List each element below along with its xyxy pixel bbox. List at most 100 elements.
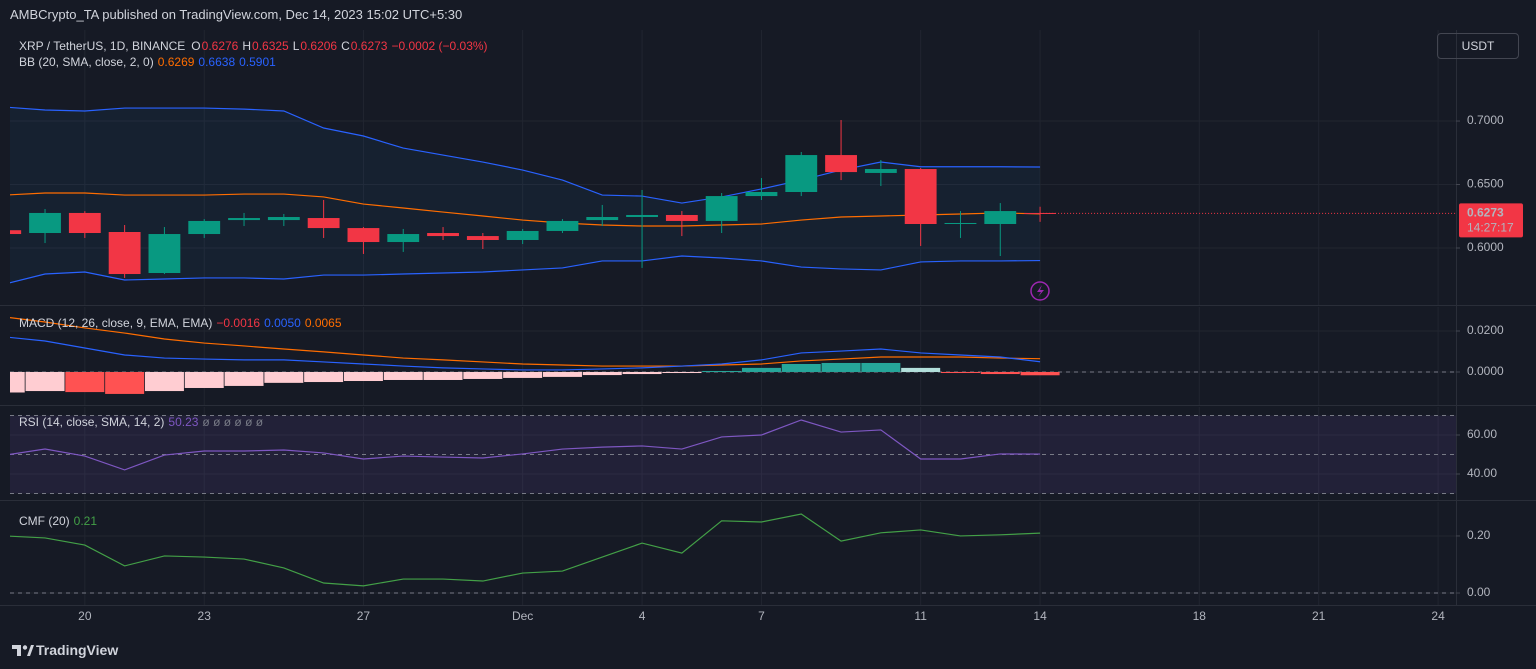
cmf-legend: CMF (20) 0.21 (19, 513, 97, 529)
candle-body (864, 169, 897, 173)
histogram-bar (940, 371, 980, 374)
candle-body (10, 230, 22, 235)
candle-body (347, 228, 380, 243)
currency-button[interactable]: USDT (1437, 33, 1519, 59)
histogram-bar (702, 370, 742, 372)
axes: 0.60000.65000.70000.627314:27:170.00000.… (0, 30, 1536, 623)
indicator-title: CMF (20) (19, 514, 70, 528)
histogram-bar (105, 371, 145, 394)
candle-body (387, 234, 420, 243)
candle-body (228, 218, 260, 221)
candle-body (785, 155, 818, 193)
brand: TradingView (36, 642, 119, 658)
candle-body (307, 218, 340, 229)
indicator-value: 0.5901 (239, 55, 276, 69)
x-tick-label: Dec (512, 609, 533, 623)
indicator-line (10, 513, 1041, 587)
logo-shape (27, 645, 34, 656)
indicator-value: 0.21 (73, 514, 98, 528)
logo-dot (22, 645, 28, 650)
candle-body (944, 222, 977, 224)
publisher-line: AMBCrypto_TA published on TradingView.co… (10, 7, 463, 22)
indicator-value: 0.0065 (304, 316, 342, 330)
histogram-bar (980, 371, 1020, 375)
histogram-bar (662, 371, 702, 374)
candle-body (148, 234, 181, 274)
x-tick-label: 7 (758, 609, 765, 623)
histogram-bar (622, 371, 662, 375)
indicator-title: BB (20, SMA, close, 2, 0) (19, 55, 154, 69)
indicator-line (10, 419, 1041, 471)
histogram-bar (901, 367, 941, 372)
alert-icon-bolt (1037, 285, 1044, 297)
alert-icon[interactable] (1030, 281, 1050, 301)
band-fill (10, 107, 1041, 283)
candle-body (665, 214, 698, 221)
x-tick-label: 20 (78, 609, 92, 623)
y-tick-label: 0.7000 (1467, 113, 1504, 127)
histogram-bar (383, 371, 423, 380)
y-tick-label: 0.0000 (1467, 364, 1504, 378)
logo (12, 645, 34, 656)
y-tick-label: 0.6500 (1467, 177, 1504, 191)
histogram-bar (503, 371, 543, 378)
histogram-bar (144, 371, 184, 392)
x-tick-label: 14 (1033, 609, 1047, 623)
indicator-value: 0.6269 (157, 55, 195, 69)
rsi-legend: RSI (14, close, SMA, 14, 2) 50.23 ø ø ø … (19, 414, 263, 430)
indicator-value: 0.6638 (198, 55, 236, 69)
histogram-bar (741, 367, 781, 372)
countdown-label: 14:27:17 (1467, 221, 1514, 235)
histogram-bar (184, 371, 224, 388)
candle-body (586, 217, 619, 221)
y-tick-label: 0.00 (1467, 585, 1491, 599)
candle-body (546, 220, 579, 231)
histogram-bar (781, 363, 821, 372)
grid (10, 30, 1456, 605)
x-tick-label: 24 (1431, 609, 1445, 623)
bb-lower (10, 255, 1041, 284)
price-legend: XRP / TetherUS, 1D, BINANCE O 0.6276 H 0… (19, 38, 488, 54)
symbol-title: XRP / TetherUS, 1D, BINANCE (19, 39, 186, 53)
ohlc-label: L (292, 39, 300, 53)
indicator-title: MACD (12, 26, close, 9, EMA, EMA) (19, 316, 213, 330)
candle-body (904, 169, 937, 224)
x-tick-label: 4 (639, 609, 646, 623)
signal-line (10, 317, 1041, 367)
candle-body (427, 233, 459, 237)
ohlc-label: O (191, 39, 201, 53)
ohlc-label: C (341, 39, 350, 53)
histogram-bar (25, 371, 65, 392)
indicator-value: 0.0050 (264, 316, 301, 330)
x-tick-label: 21 (1312, 609, 1326, 623)
y-tick-label: 60.00 (1467, 427, 1497, 441)
logo-shape (12, 645, 21, 656)
candle-body (825, 155, 857, 173)
ohlc-label: H (242, 39, 252, 53)
y-tick-label: 0.6000 (1467, 240, 1504, 254)
last-price-box (1459, 203, 1523, 238)
indicator-title: RSI (14, close, SMA, 14, 2) (19, 415, 165, 429)
histogram-bar (264, 371, 304, 383)
histogram-bar (542, 371, 582, 377)
histogram-bar (861, 362, 901, 372)
x-tick-label: 27 (357, 609, 371, 623)
candle-body (108, 231, 141, 275)
histogram-bar (463, 371, 503, 379)
candle-body (267, 217, 300, 221)
ohlc-value: 0.6273 (350, 39, 388, 53)
plot-area (10, 106, 1456, 594)
ohlc-value: 0.6206 (300, 39, 338, 53)
histogram-bar (224, 371, 264, 386)
last-price-label: 0.6273 (1467, 206, 1504, 220)
candle-body (466, 236, 499, 240)
histogram-bar (10, 371, 25, 393)
x-tick-label: 11 (914, 609, 927, 623)
y-tick-label: 40.00 (1467, 466, 1497, 480)
histogram-bar (343, 371, 383, 382)
histogram-bar (821, 362, 861, 372)
histogram-bar (423, 371, 463, 380)
change: −0.0002 (−0.03%) (391, 39, 488, 53)
candle-body (188, 220, 221, 235)
